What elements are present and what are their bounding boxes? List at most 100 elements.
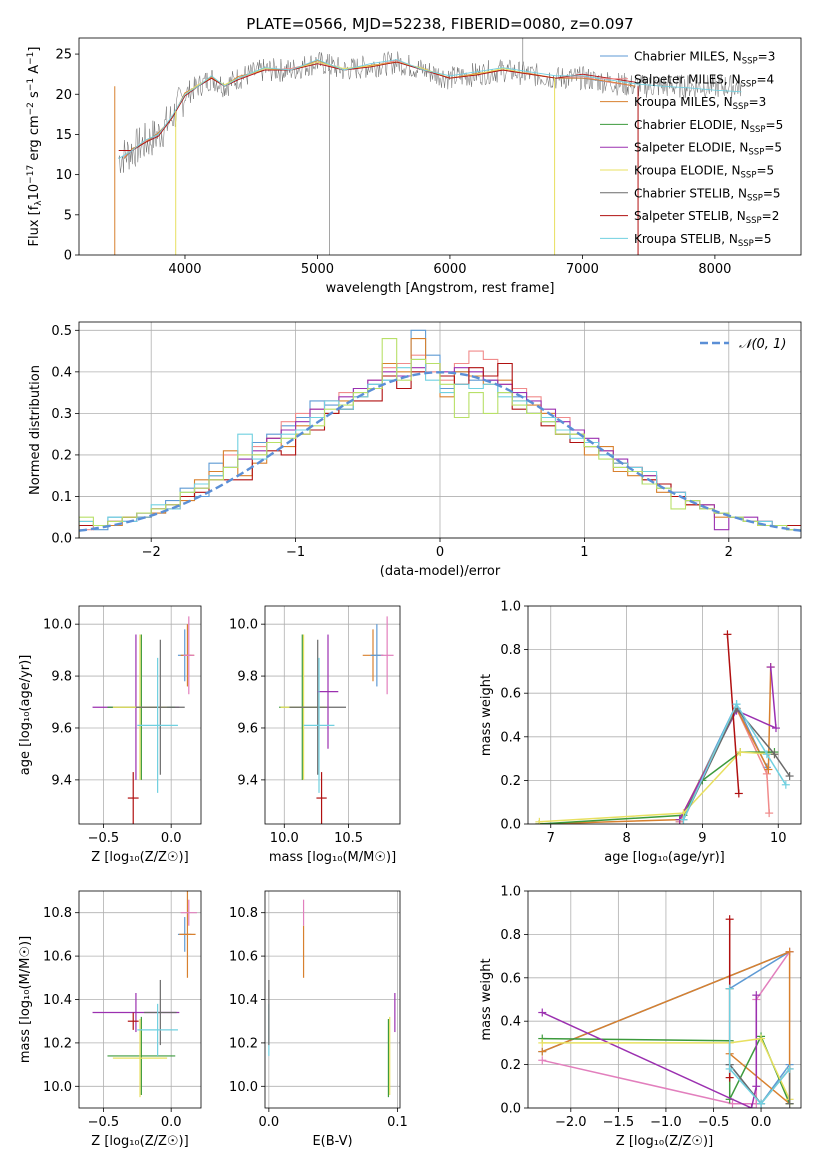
x-tick-label: 1 [580,545,588,560]
axes-frame [527,605,802,825]
axes-frame [78,605,202,825]
histogram-lime [79,338,801,538]
weight-line [541,995,758,1108]
y-tick-label: 0.8 [500,928,521,943]
x-axis-label: age [log₁₀(age/yr)] [604,850,725,865]
weight-line [728,988,791,1105]
x-tick-label: 2 [725,545,733,560]
axes-frame [264,605,401,825]
plot-area [268,899,396,1098]
y-tick-label: 0.1 [51,490,72,505]
y-tick-label: 10.0 [43,618,72,633]
y-tick-label: 0.3 [51,407,72,422]
x-tick-label: −0.5 [88,831,120,846]
legend-label: Chabrier ELODIE, NSSP=5 [634,118,783,135]
y-tick-label: 10.6 [43,950,72,965]
y-tick-label: 10.2 [229,1036,258,1051]
legend-label: Salpeter STELIB, NSSP=2 [634,209,779,226]
plot-area [79,329,801,538]
y-tick-label: 9.4 [237,773,258,788]
x-tick-label: 6000 [433,262,466,277]
x-tick-label: 8 [622,831,630,846]
y-tick-label: 9.6 [51,721,72,736]
figure-title: PLATE=0566, MJD=52238, FIBERID=0080, z=0… [246,15,633,33]
x-tick-label: 8000 [698,262,731,277]
histogram-kroupa-miles [79,338,801,538]
x-tick-label: 0 [436,545,444,560]
spectrum-model-line [118,59,742,159]
y-tick-label: 9.6 [237,721,258,736]
y-tick-label: 0.2 [51,448,72,463]
axes-frame [78,321,802,539]
y-tick-label: 10.2 [43,1036,72,1051]
weight-line [682,702,787,820]
x-axis-label: wavelength [Angstrom, rest frame] [326,281,555,296]
x-tick-label: 0.0 [751,1115,772,1130]
weight-line [679,706,770,823]
y-tick-label: 0.0 [500,1102,521,1117]
x-tick-label: −1.0 [650,1115,682,1130]
legend-label: Chabrier MILES, NSSP=3 [634,50,775,67]
y-axis-label: mass weight [479,958,494,1040]
spectrum-model-line [118,61,636,151]
y-tick-label: 10.0 [229,618,258,633]
y-tick-label: 10.0 [43,1080,72,1095]
axes-age-vs-Z: −0.5 0.0 9.4 9.6 9.8 10.0 Z [log₁₀(Z/Z☉)] age [… [18,605,202,865]
x-axis-label: (data-model)/error [380,564,501,579]
plot-area [92,616,195,824]
y-tick-label: 0.5 [51,324,72,339]
plot-area [114,38,742,255]
y-tick-label: 25 [55,48,72,63]
y-tick-label: 0.0 [500,818,521,833]
weight-line [682,707,791,820]
x-axis-label: mass [log₁₀(M/M☉)] [269,850,396,865]
weight-line [726,634,740,794]
y-tick-label: 0.4 [500,730,521,745]
legend-label: Salpeter MILES, NSSP=4 [634,72,774,89]
y-tick-label: 9.4 [51,773,72,788]
x-tick-label: 5000 [301,262,334,277]
legend-label: Kroupa ELODIE, NSSP=5 [634,164,774,181]
axes-age-vs-mass: 10.0 10.5 9.4 9.6 9.8 10.0 mass [log₁₀(M/M☉)] [229,605,401,865]
x-tick-label: −2 [142,545,161,560]
axes-spectrum: 4000 5000 6000 7000 8000 0 5 10 15 20 25 wavelength… [26,37,802,296]
legend: Chabrier MILES, NSSP=3 Salpeter MILES, NS… [600,50,783,249]
y-tick-label: 1.0 [500,885,521,900]
legend-label: Salpeter ELODIE, NSSP=5 [634,141,782,158]
observed-spectrum [118,51,742,174]
y-tick-label: 1.0 [500,600,521,615]
y-tick-label: 0.8 [500,643,521,658]
y-tick-label: 0.6 [500,971,521,986]
axes-weight-vs-Z: −2.0 −1.5 −1.0 −0.5 0.0 0.0 0.2 0.4 0.6 0.8 1.0 Z [… [479,885,802,1149]
legend-label: Kroupa MILES, NSSP=3 [634,95,766,112]
x-tick-label: −2.0 [555,1115,587,1130]
y-tick-label: 10 [55,168,72,183]
x-tick-label: 0.0 [161,1115,182,1130]
y-axis-label: Flux [fλ10−17 erg cm−2 s−1 A−1] [26,47,44,247]
y-axis-label: mass [log₁₀(M/M☉)] [18,936,33,1063]
y-tick-label: 9.8 [237,670,258,685]
weight-line [539,751,775,824]
legend-label: 𝒩(0, 1) [739,337,786,352]
y-tick-label: 10.4 [229,993,258,1008]
y-tick-label: 5 [64,208,72,223]
x-tick-label: 10.0 [270,831,299,846]
x-axis-label: Z [log₁₀(Z/Z☉)] [91,850,188,865]
plot-area [535,630,794,824]
legend-label: Kroupa STELIB, NSSP=5 [634,232,772,249]
plot-area [92,891,197,1098]
x-tick-label: 10.5 [334,831,363,846]
x-tick-label: 7 [547,831,555,846]
weight-line [542,1037,791,1100]
plot-area [538,915,794,1108]
y-tick-label: 10.4 [43,993,72,1008]
y-tick-label: 10.8 [229,906,258,921]
x-tick-label: −0.5 [88,1115,120,1130]
y-axis-label: age [log₁₀(age/yr)] [18,655,33,776]
weight-line [539,751,775,823]
y-tick-label: 0.2 [500,1058,521,1073]
x-tick-label: −1 [286,545,305,560]
y-tick-label: 9.8 [51,670,72,685]
y-tick-label: 10.8 [43,906,72,921]
y-tick-label: 0.0 [51,532,72,547]
